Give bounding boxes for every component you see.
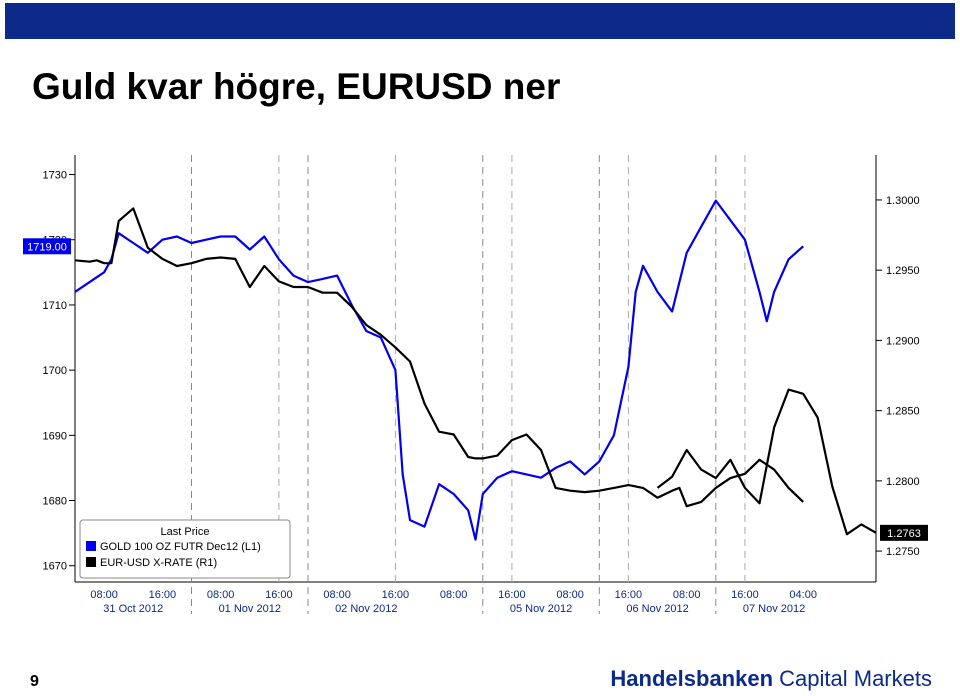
legend-entry: GOLD 100 OZ FUTR Dec12 (L1) — [100, 541, 261, 553]
chart-frame — [74, 155, 877, 583]
x-time-label: 16:00 — [731, 589, 759, 601]
top-header-bar — [5, 3, 955, 39]
series-line-1 — [74, 199, 804, 541]
left-tick-label: 1710 — [43, 300, 67, 312]
x-axis: 08:00 16:00 08:00 16:00 08:00 16:00 08:00 16:00… — [90, 589, 817, 615]
brand-bold-text: Handelsbanken — [610, 666, 774, 691]
left-tick-label: 1730 — [43, 170, 67, 182]
legend-swatch — [86, 541, 96, 551]
slide-title: Guld kvar högre, EURUSD ner — [32, 66, 561, 107]
left-last-value: 1719.00 — [27, 241, 67, 253]
gold-eurusd-chart: 17301720171017001690168016701719.00 1.30… — [23, 155, 928, 615]
x-date-label: 01 Nov 2012 — [219, 603, 281, 615]
series-line-3 — [656, 388, 877, 536]
right-last-value: 1.2763 — [887, 528, 921, 540]
legend-entry: EUR-USD X-RATE (R1) — [100, 557, 217, 569]
x-time-label: 08:00 — [673, 589, 701, 601]
legend-box — [79, 519, 291, 579]
right-tick-label: 1.2800 — [886, 476, 920, 488]
right-tick-label: 1.2900 — [886, 335, 920, 347]
plot-area — [75, 155, 876, 582]
right-tick-label: 1.2850 — [886, 406, 920, 418]
left-tick-label: 1680 — [43, 496, 67, 508]
x-time-label: 08:00 — [440, 589, 468, 601]
series-line-2 — [74, 207, 804, 508]
right-tick-label: 1.2950 — [886, 265, 920, 277]
left-tick-label: 1690 — [43, 430, 67, 442]
right-tick-label: 1.2750 — [886, 546, 920, 558]
x-time-label: 16:00 — [498, 589, 526, 601]
x-date-label: 07 Nov 2012 — [743, 603, 805, 615]
right-last-value-box — [880, 524, 928, 541]
left-tick-label: 1700 — [43, 365, 67, 377]
x-time-label: 16:00 — [265, 589, 293, 601]
x-date-label: 02 Nov 2012 — [335, 603, 397, 615]
x-date-label: 31 Oct 2012 — [103, 603, 163, 615]
brand-logo: Handelsbanken Capital Markets — [610, 666, 932, 692]
left-last-value-box — [23, 238, 71, 255]
x-time-label: 08:00 — [207, 589, 235, 601]
x-date-label: 05 Nov 2012 — [510, 603, 572, 615]
left-tick-label: 1670 — [43, 561, 67, 573]
x-time-label: 08:00 — [323, 589, 351, 601]
right-axis: 1.3000 1.2950 1.2900 1.2850 1.2800 1.2750 1.27… — [876, 195, 928, 558]
x-time-label: 08:00 — [90, 589, 118, 601]
x-time-label: 16:00 — [615, 589, 643, 601]
page-number: 9 — [30, 673, 39, 690]
x-time-label: 08:00 — [556, 589, 584, 601]
series-lines — [74, 199, 877, 541]
x-time-label: 16:00 — [382, 589, 410, 601]
legend-heading: Last Price — [161, 526, 210, 538]
day-separators — [191, 155, 746, 614]
x-date-label: 06 Nov 2012 — [626, 603, 688, 615]
legend-swatch — [86, 557, 96, 567]
right-tick-label: 1.3000 — [886, 195, 920, 207]
x-time-label: 04:00 — [789, 589, 817, 601]
x-time-label: 16:00 — [149, 589, 177, 601]
left-axis: 17301720171017001690168016701719.00 — [23, 170, 75, 573]
legend: Last Price GOLD 100 OZ FUTR Dec12 (L1) EUR… — [79, 519, 291, 579]
brand-rest-text: Capital Markets — [779, 666, 932, 691]
